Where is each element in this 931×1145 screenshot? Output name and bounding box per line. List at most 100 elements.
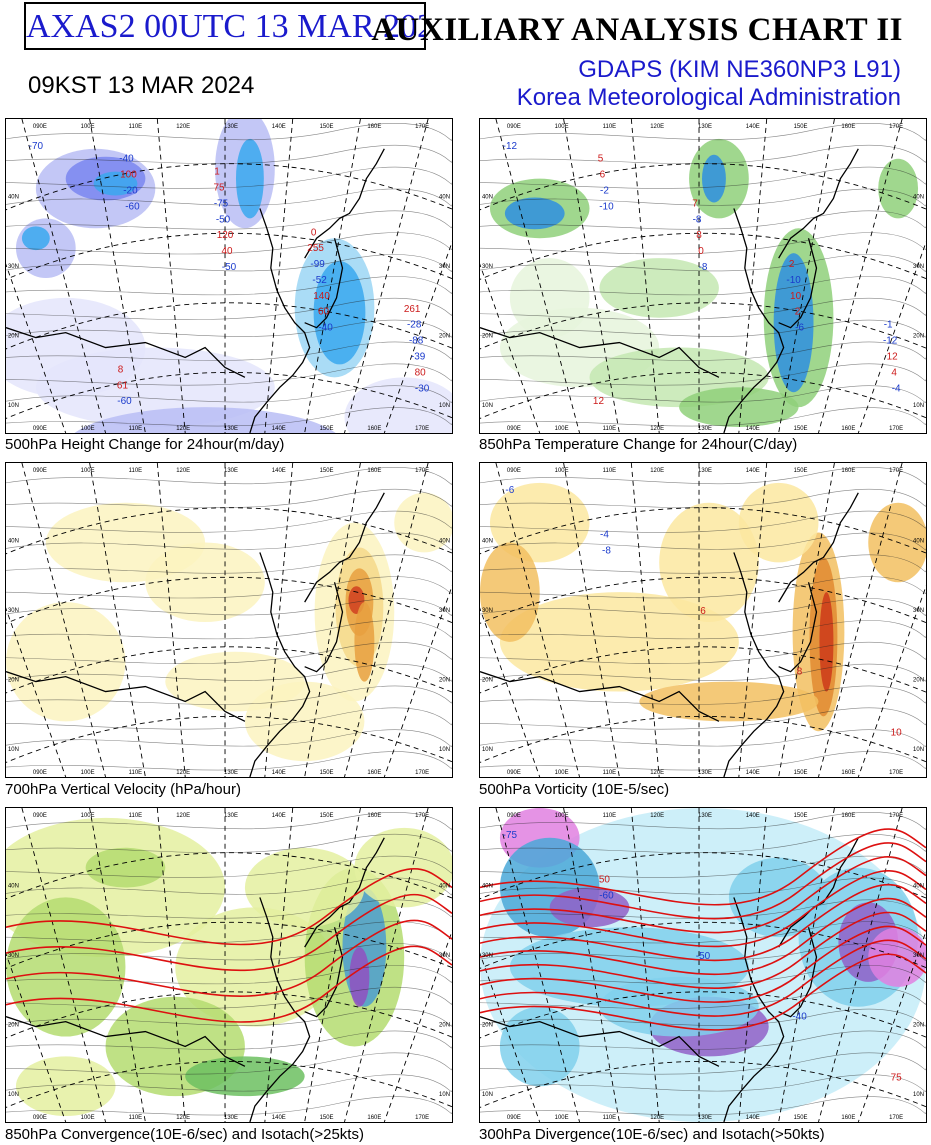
longitude-tick-label: 160E (367, 426, 381, 432)
contour-value-label: 10 (891, 727, 903, 738)
latitude-tick-label: 10N (913, 747, 924, 753)
longitude-tick-label: 170E (889, 1115, 903, 1121)
longitude-tick-label: 120E (650, 124, 664, 130)
map-panel-700hpa-vertical-velocity: 090E 090E 100E 100E 110E 110E 120E 120E 130E 130E… (5, 462, 453, 778)
isotach-lines (480, 828, 926, 1031)
shaded-field-region (679, 387, 799, 428)
contour-value-label: 0 (311, 227, 317, 238)
shaded-field-region (549, 887, 630, 928)
latitude-tick-label: 40N (913, 538, 924, 544)
latitude-tick-label: 10N (439, 1092, 450, 1098)
latitude-tick-label: 10N (8, 403, 19, 409)
contour-value-label: -20 (123, 186, 138, 197)
map-canvas: 090E 090E 100E 100E 110E 110E 120E 120E 130E 130E… (6, 119, 452, 433)
latitude-tick-label: 10N (439, 403, 450, 409)
longitude-tick-label: 130E (698, 468, 712, 474)
panel-caption: 300hPa Divergence(10E-6/sec) and Isotach… (479, 1126, 825, 1143)
contour-value-label: -60 (117, 396, 132, 407)
longitude-tick-label: 120E (650, 770, 664, 776)
contour-value-label: -39 (411, 351, 426, 362)
longitude-tick-label: 150E (320, 468, 334, 474)
longitude-tick-label: 150E (320, 124, 334, 130)
latitude-tick-label: 40N (8, 538, 19, 544)
contour-value-label: -8 (693, 214, 702, 225)
contour-value-label: 61 (117, 380, 129, 391)
graticule (6, 808, 452, 1122)
longitude-tick-label: 090E (507, 770, 521, 776)
latitude-tick-label: 40N (482, 883, 493, 889)
map-panel-850hpa-temperature-change: 090E 090E 100E 100E 110E 110E 120E 120E 130E 130E… (479, 118, 927, 434)
latitude-tick-label: 30N (8, 264, 19, 270)
longitude-tick-label: 150E (794, 770, 808, 776)
panel-caption: 850hPa Temperature Change for 24hour(C/d… (479, 436, 798, 453)
coastline (480, 492, 859, 777)
longitude-tick-label: 160E (367, 1115, 381, 1121)
latitude-tick-label: 30N (439, 608, 450, 614)
longitude-tick-label: 100E (555, 426, 569, 432)
contour-value-label: 75 (214, 183, 226, 194)
longitude-tick-label: 140E (746, 813, 760, 819)
contour-value-label: 255 (307, 243, 324, 254)
longitude-tick-label: 160E (841, 124, 855, 130)
contour-value-label: -8 (602, 545, 611, 556)
longitude-tick-label: 100E (81, 1115, 95, 1121)
longitude-tick-label: 120E (176, 426, 190, 432)
longitude-tick-label: 140E (272, 426, 286, 432)
longitude-tick-label: 130E (698, 124, 712, 130)
latitude-tick-label: 30N (913, 264, 924, 270)
longitude-tick-label: 130E (224, 124, 238, 130)
contour-value-label: -52 (312, 275, 327, 286)
longitude-tick-label: 090E (33, 770, 47, 776)
shaded-field-region (165, 651, 305, 712)
contour-value-label: -6 (795, 323, 804, 334)
latitude-tick-label: 10N (913, 1092, 924, 1098)
shaded-field-region (738, 482, 819, 563)
longitude-tick-label: 150E (320, 770, 334, 776)
longitude-tick-label: 140E (272, 813, 286, 819)
latitude-tick-label: 20N (439, 678, 450, 684)
longitude-tick-label: 160E (841, 468, 855, 474)
longitude-tick-label: 120E (650, 1115, 664, 1121)
longitude-tick-label: 090E (33, 468, 47, 474)
latitude-tick-label: 20N (913, 678, 924, 684)
longitude-tick-label: 170E (415, 813, 429, 819)
contour-value-label: 120 (217, 230, 234, 241)
contour-value-label: -40 (318, 323, 333, 334)
longitude-tick-label: 140E (272, 468, 286, 474)
longitude-tick-label: 120E (650, 426, 664, 432)
contour-value-label: -10 (786, 275, 801, 286)
latitude-tick-label: 20N (8, 678, 19, 684)
latitude-tick-label: 40N (8, 194, 19, 200)
longitude-tick-label: 170E (415, 1115, 429, 1121)
contour-value-label: -99 (310, 259, 325, 270)
shaded-field-region (639, 681, 819, 722)
longitude-tick-label: 100E (81, 426, 95, 432)
longitude-tick-label: 090E (507, 426, 521, 432)
contour-value-label: -50 (216, 214, 231, 225)
longitude-tick-label: 130E (698, 426, 712, 432)
latitude-tick-label: 20N (439, 334, 450, 340)
longitude-tick-label: 160E (367, 813, 381, 819)
latitude-tick-label: 20N (913, 334, 924, 340)
longitude-tick-label: 130E (698, 770, 712, 776)
longitude-tick-label: 100E (555, 124, 569, 130)
longitude-tick-label: 090E (33, 124, 47, 130)
shaded-field-region (185, 1056, 305, 1097)
longitude-tick-label: 150E (794, 124, 808, 130)
contour-value-label: 40 (221, 246, 233, 257)
contour-value-label: 5 (598, 154, 604, 165)
contour-value-label: 4 (891, 367, 897, 378)
longitude-tick-label: 120E (176, 770, 190, 776)
shaded-field-region (659, 502, 759, 622)
shaded-field-region (819, 592, 834, 692)
contour-value-label: 8 (118, 364, 124, 375)
longitude-tick-label: 100E (81, 124, 95, 130)
contour-value-label: 80 (415, 367, 427, 378)
latitude-tick-label: 30N (439, 953, 450, 959)
panel-caption: 500hPa Height Change for 24hour(m/day) (5, 436, 285, 453)
contour-value-label: -75 (214, 198, 229, 209)
contour-value-label: -88 (409, 336, 424, 347)
longitude-tick-label: 110E (129, 426, 143, 432)
longitude-tick-label: 170E (889, 124, 903, 130)
longitude-tick-label: 170E (415, 426, 429, 432)
